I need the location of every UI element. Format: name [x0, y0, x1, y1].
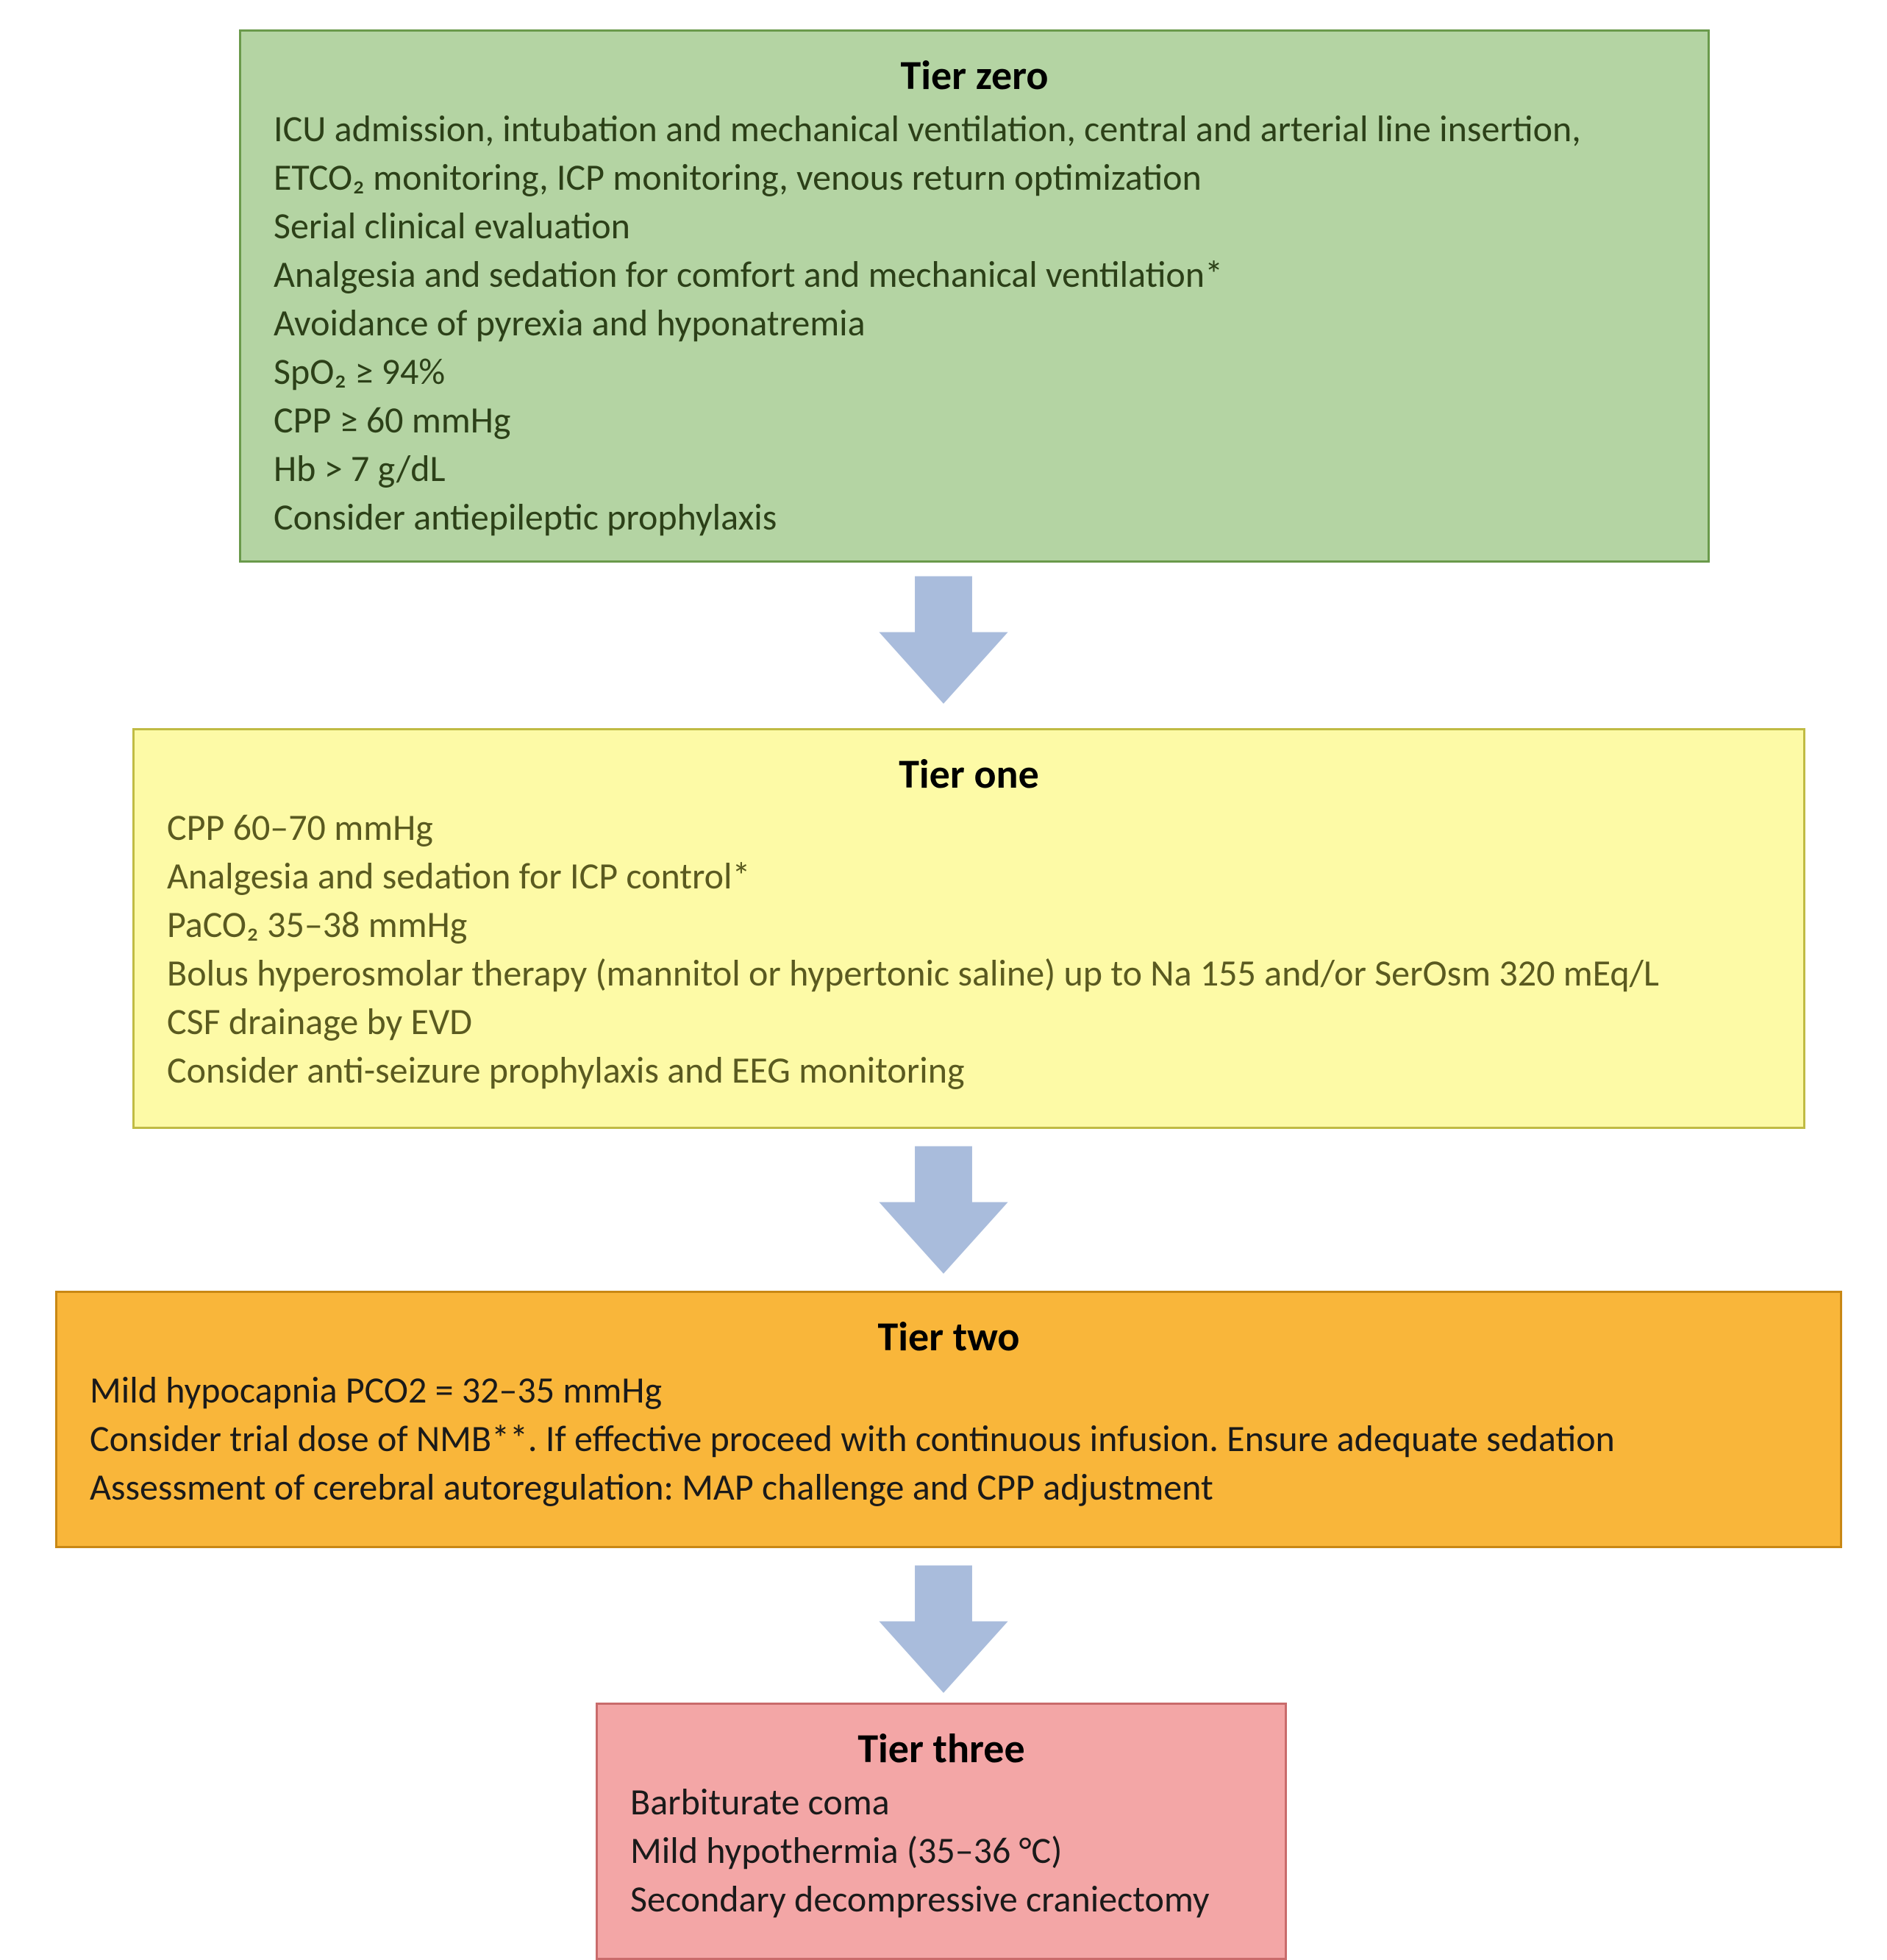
tier-three-body: Barbiturate coma Mild hypothermia (35–36… [630, 1778, 1252, 1924]
tier-zero-body: ICU admission, intubation and mechanical… [274, 105, 1675, 542]
tier-two-box: Tier two Mild hypocapnia PCO2 = 32–35 mm… [55, 1291, 1842, 1548]
tier-one-body: CPP 60–70 mmHg Analgesia and sedation fo… [167, 804, 1771, 1095]
tier-zero-title: Tier zero [274, 52, 1675, 99]
arrow-down-icon [863, 1140, 1024, 1280]
arrow-down-icon [863, 1559, 1024, 1699]
arrow-down-icon [863, 570, 1024, 710]
tier-one-box: Tier one CPP 60–70 mmHg Analgesia and se… [132, 728, 1805, 1129]
flowchart-canvas: Tier zero ICU admission, intubation and … [0, 0, 1887, 1853]
tier-zero-box: Tier zero ICU admission, intubation and … [239, 29, 1710, 563]
tier-two-body: Mild hypocapnia PCO2 = 32–35 mmHg Consid… [90, 1366, 1808, 1512]
tier-three-box: Tier three Barbiturate coma Mild hypothe… [596, 1703, 1287, 1960]
tier-three-title: Tier three [630, 1725, 1252, 1772]
tier-one-title: Tier one [167, 751, 1771, 798]
tier-two-title: Tier two [90, 1314, 1808, 1361]
